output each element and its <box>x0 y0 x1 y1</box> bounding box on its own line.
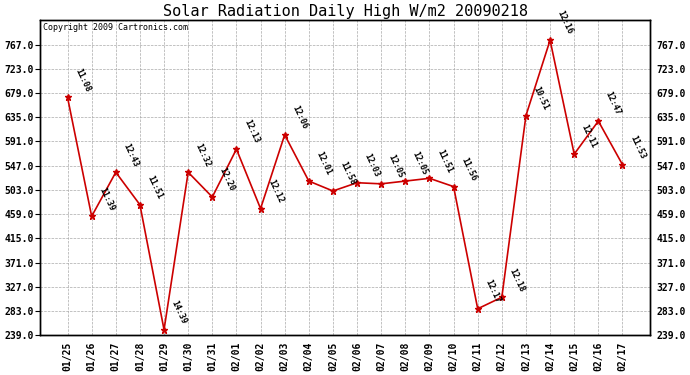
Text: 12:11: 12:11 <box>580 123 598 150</box>
Title: Solar Radiation Daily High W/m2 20090218: Solar Radiation Daily High W/m2 20090218 <box>163 4 527 19</box>
Text: 12:06: 12:06 <box>290 104 309 130</box>
Text: 12:43: 12:43 <box>121 142 140 168</box>
Text: 12:05: 12:05 <box>387 153 406 180</box>
Text: 11:08: 11:08 <box>73 67 92 93</box>
Text: 11:56: 11:56 <box>459 156 478 182</box>
Text: 12:05: 12:05 <box>411 150 430 177</box>
Text: 11:51: 11:51 <box>435 148 454 174</box>
Text: 12:47: 12:47 <box>604 90 622 117</box>
Text: 10:51: 10:51 <box>531 85 550 111</box>
Text: 12:32: 12:32 <box>194 142 213 168</box>
Text: 11:39: 11:39 <box>97 186 116 212</box>
Text: 12:16: 12:16 <box>555 9 574 36</box>
Text: 12:01: 12:01 <box>315 150 333 177</box>
Text: 11:51: 11:51 <box>146 174 164 201</box>
Text: 12:20: 12:20 <box>218 166 237 193</box>
Text: 11:58: 11:58 <box>339 160 357 187</box>
Text: 12:18: 12:18 <box>507 267 526 293</box>
Text: Copyright 2009 Cartronics.com: Copyright 2009 Cartronics.com <box>43 24 188 33</box>
Text: 12:13: 12:13 <box>242 118 261 145</box>
Text: 12:17: 12:17 <box>483 278 502 304</box>
Text: 12:12: 12:12 <box>266 178 285 204</box>
Text: 12:03: 12:03 <box>363 152 382 178</box>
Text: 11:53: 11:53 <box>628 134 647 160</box>
Text: 14:39: 14:39 <box>170 299 188 326</box>
